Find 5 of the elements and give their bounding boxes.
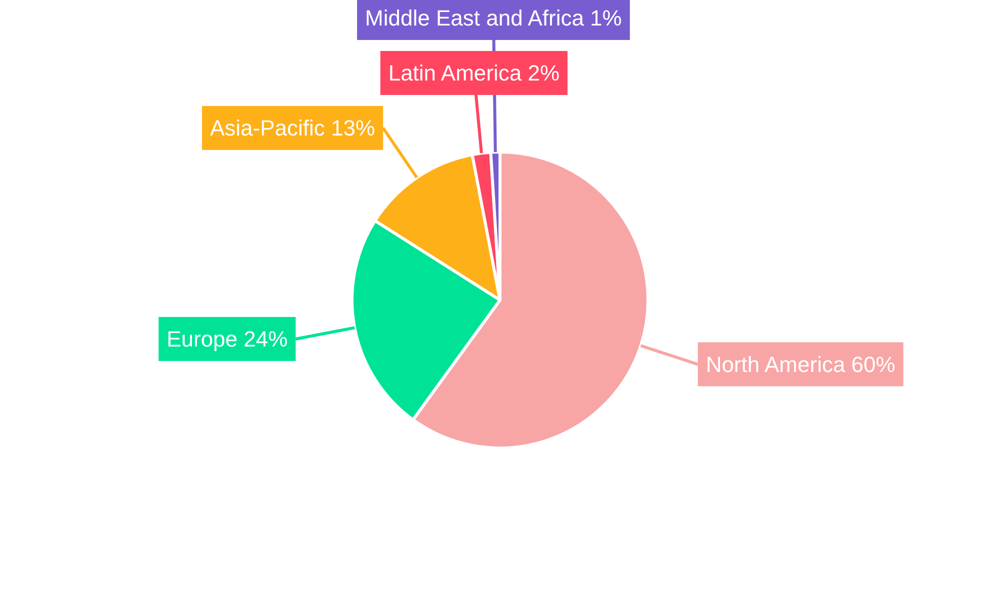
slice-label: Asia-Pacific 13% (210, 116, 376, 141)
slice-label: North America 60% (706, 352, 896, 377)
slice-label: Middle East and Africa 1% (365, 6, 622, 31)
slice-label: Europe 24% (166, 326, 288, 352)
slice-label: Latin America 2% (388, 60, 560, 86)
